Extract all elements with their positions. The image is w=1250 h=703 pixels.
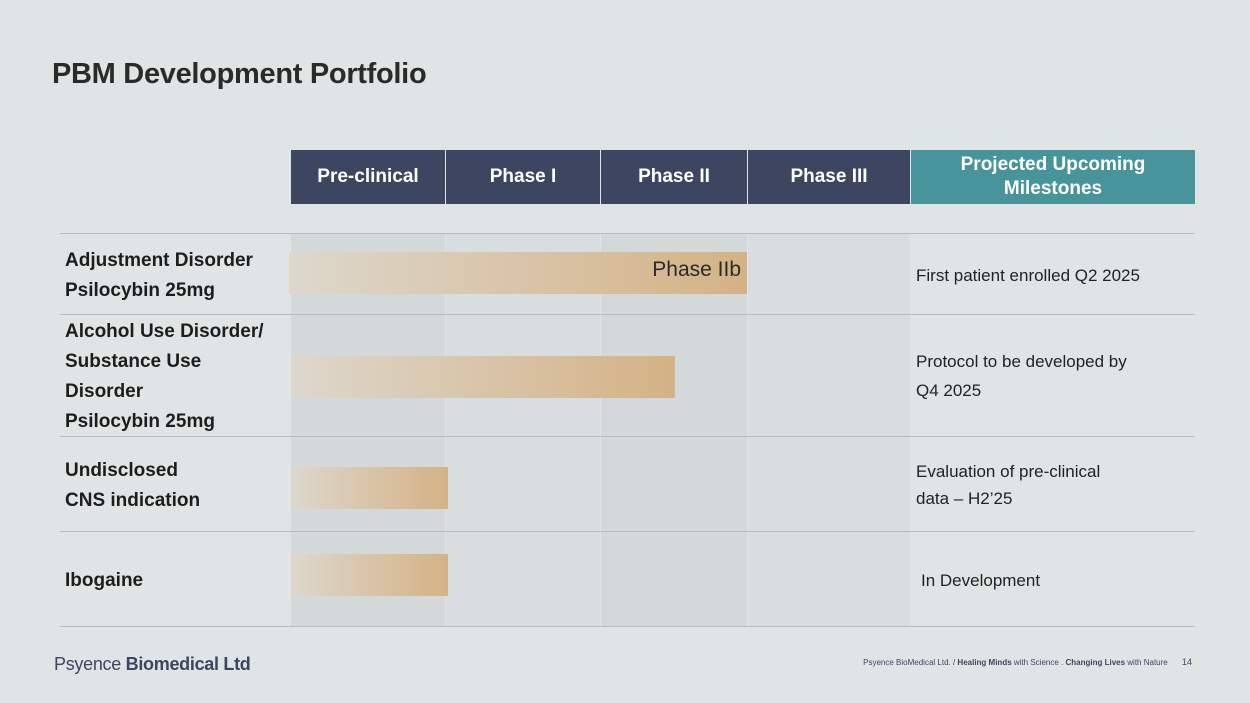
header-phase1-label: Phase I (489, 166, 557, 187)
row-label-line: Disorder (65, 381, 144, 402)
phase2-column-shade (601, 234, 747, 626)
header-phase1: Phase I (446, 150, 600, 204)
header-phase3: Phase III (748, 150, 910, 204)
header-phase2-label: Phase II (638, 166, 710, 187)
footer-tagline: Psyence BioMedical Ltd. / Healing Minds … (863, 657, 1192, 667)
row-label-line: Undisclosed (65, 460, 178, 481)
row-label-adjustment-disorder: Adjustment Disorder Psilocybin 25mg (65, 246, 253, 306)
progress-bar-adjustment-disorder: Phase IIb (289, 252, 747, 294)
header-phase3-label: Phase III (790, 166, 868, 187)
logo-light-text: Psyence (54, 654, 121, 674)
row-label-line: Ibogaine (65, 570, 144, 591)
bar-label-phase-2b: Phase IIb (652, 258, 741, 281)
milestone-alcohol-use-disorder: Protocol to be developed by Q4 2025 (916, 347, 1127, 405)
row-label-line: CNS indication (65, 490, 201, 511)
progress-bar-ibogaine (291, 554, 448, 596)
header-milestones-line1: Projected Upcoming (960, 154, 1146, 175)
footer-tagline-bold1: Healing Minds (957, 658, 1012, 667)
row-label-line: Alcohol Use Disorder/ (65, 321, 264, 342)
milestone-line: In Development (921, 571, 1041, 590)
row-label-line: Substance Use (65, 351, 202, 372)
header-phase2: Phase II (601, 150, 747, 204)
row-label-line: Psilocybin 25mg (65, 280, 215, 301)
header-milestones: Projected Upcoming Milestones (911, 150, 1195, 204)
footer-tagline-end: with Nature (1127, 658, 1168, 667)
phase3-column-shade (748, 234, 910, 626)
progress-bar-alcohol-use-disorder (291, 356, 675, 398)
page-title: PBM Development Portfolio (52, 58, 427, 90)
row-label-line: Adjustment Disorder (65, 250, 253, 271)
row-label-alcohol-use-disorder: Alcohol Use Disorder/ Substance Use Diso… (65, 317, 264, 437)
header-preclinical-label: Pre-clinical (317, 166, 419, 187)
page-number: 14 (1181, 657, 1192, 667)
header-preclinical: Pre-clinical (291, 150, 445, 204)
row-divider (60, 531, 1195, 532)
footer-tagline-mid: with Science . (1013, 658, 1064, 667)
row-label-undisclosed-cns: Undisclosed CNS indication (65, 456, 200, 516)
header-milestones-line2: Milestones (1003, 178, 1103, 199)
milestone-adjustment-disorder: First patient enrolled Q2 2025 (916, 261, 1140, 290)
row-label-line: Psilocybin 25mg (65, 411, 215, 432)
footer-tagline-bold2: Changing Lives (1065, 658, 1126, 667)
milestone-line: data – H2’25 (916, 489, 1013, 508)
milestone-ibogaine: In Development (921, 566, 1040, 595)
phase1-column-shade (446, 234, 600, 626)
row-divider (60, 626, 1195, 627)
milestone-line: Evaluation of pre-clinical (916, 462, 1101, 481)
milestone-line: Q4 2025 (916, 381, 982, 400)
milestone-line: First patient enrolled Q2 2025 (916, 266, 1140, 285)
milestone-line: Protocol to be developed by (916, 352, 1127, 371)
row-divider (60, 314, 1195, 315)
milestone-undisclosed-cns: Evaluation of pre-clinical data – H2’25 (916, 458, 1100, 512)
row-divider (60, 233, 1195, 234)
company-logo: Psyence Biomedical Ltd (54, 654, 251, 675)
footer-company: Psyence BioMedical Ltd. / (863, 658, 956, 667)
logo-bold-text: Biomedical Ltd (125, 654, 251, 674)
progress-bar-undisclosed-cns (291, 467, 448, 509)
row-label-ibogaine: Ibogaine (65, 566, 143, 596)
row-divider (60, 436, 1195, 437)
